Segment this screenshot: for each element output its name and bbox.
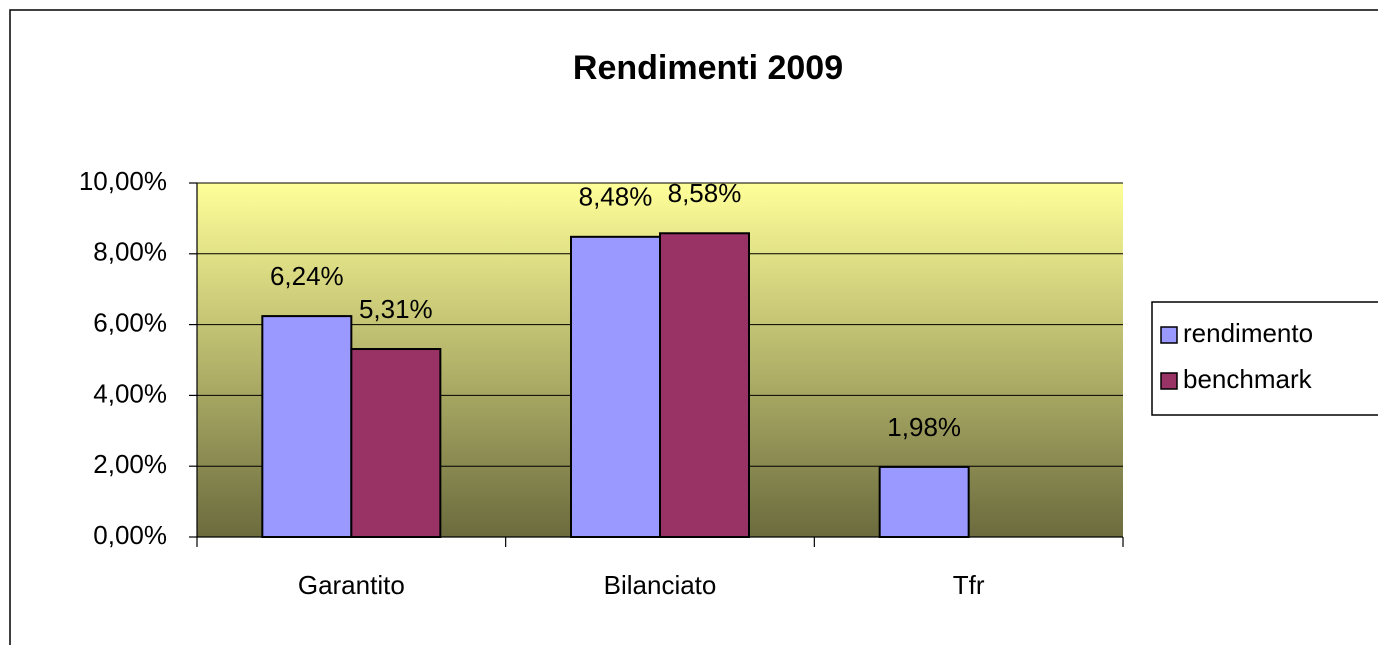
value-label: 8,58% [668, 178, 742, 208]
value-label: 5,31% [359, 294, 433, 324]
bar [261, 315, 353, 538]
y-tick-label: 10,00% [79, 166, 167, 196]
legend-swatch [1160, 372, 1178, 390]
x-tick-label: Garantito [298, 570, 405, 600]
y-tick-label: 8,00% [93, 237, 167, 267]
legend-label: rendimento [1183, 318, 1313, 348]
legend-label: benchmark [1183, 364, 1313, 394]
legend-box [1151, 301, 1378, 416]
bar [570, 235, 661, 538]
x-tick-label: Tfr [953, 570, 985, 600]
value-label: 8,48% [579, 182, 653, 212]
y-tick-label: 4,00% [93, 378, 167, 408]
bar [878, 465, 970, 538]
y-tick-label: 0,00% [93, 520, 167, 550]
bar [350, 348, 442, 538]
chart-title: Rendimenti 2009 [573, 49, 843, 87]
legend-swatch [1160, 326, 1178, 344]
bar [659, 232, 750, 538]
y-tick-label: 2,00% [93, 449, 167, 479]
x-tick-label: Bilanciato [604, 570, 717, 600]
value-label: 1,98% [887, 412, 961, 442]
value-label: 6,24% [270, 261, 344, 291]
y-tick-label: 6,00% [93, 307, 167, 337]
